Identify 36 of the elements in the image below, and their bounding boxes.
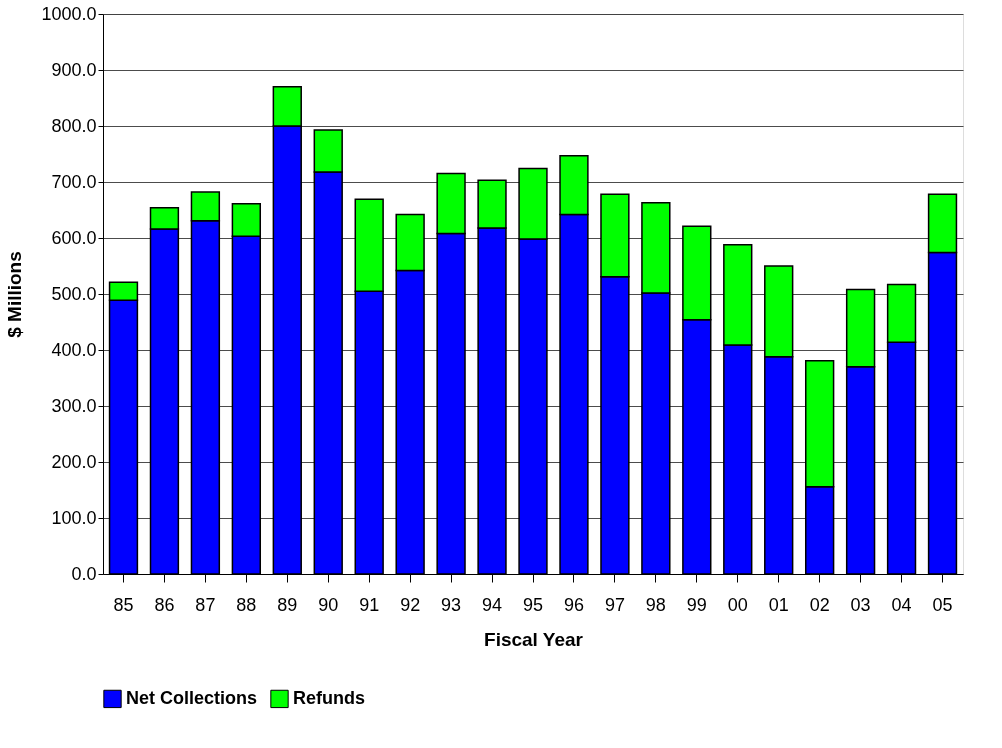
y-tick-label: 600.0: [51, 227, 97, 248]
x-tick-label: 86: [154, 594, 175, 615]
x-tick-label: 91: [359, 594, 380, 615]
x-tick-label: 90: [318, 594, 339, 615]
x-tick-label: 96: [563, 594, 584, 615]
y-tick-label: 900.0: [51, 59, 97, 80]
y-tick-label: 400.0: [51, 339, 97, 360]
legend-label: Net Collections: [126, 687, 258, 708]
x-tick-label: 93: [441, 594, 462, 615]
x-tick-label: 87: [195, 594, 216, 615]
x-tick-label: 00: [727, 594, 748, 615]
legend-label: Refunds: [293, 687, 365, 708]
x-tick-label: 97: [604, 594, 625, 615]
y-axis-title: $ Millions: [4, 251, 26, 338]
y-tick-label: 500.0: [51, 283, 97, 304]
y-tick-label: 200.0: [51, 451, 97, 472]
x-tick-label: 89: [277, 594, 298, 615]
x-axis-title: Fiscal Year: [484, 628, 584, 650]
x-tick-label: 95: [522, 594, 544, 615]
y-tick-label: 800.0: [51, 115, 97, 136]
x-tick-label: 94: [482, 594, 503, 615]
x-tick-label: 02: [809, 594, 830, 615]
x-tick-label: 88: [236, 594, 257, 615]
x-tick-label: 04: [891, 594, 912, 615]
x-tick-label: 99: [686, 594, 707, 615]
x-tick-label: 85: [113, 594, 134, 615]
y-tick-label: 100.0: [51, 507, 97, 528]
x-tick-label: 01: [768, 594, 789, 615]
x-tick-label: 03: [850, 594, 871, 615]
y-tick-label: 0.0: [71, 563, 97, 584]
y-tick-label: 1000.0: [41, 3, 97, 24]
y-tick-label: 700.0: [51, 171, 97, 192]
x-tick-label: 92: [400, 594, 421, 615]
x-tick-label: 98: [645, 594, 666, 615]
x-tick-label: 05: [932, 594, 953, 615]
y-tick-label: 300.0: [51, 395, 97, 416]
